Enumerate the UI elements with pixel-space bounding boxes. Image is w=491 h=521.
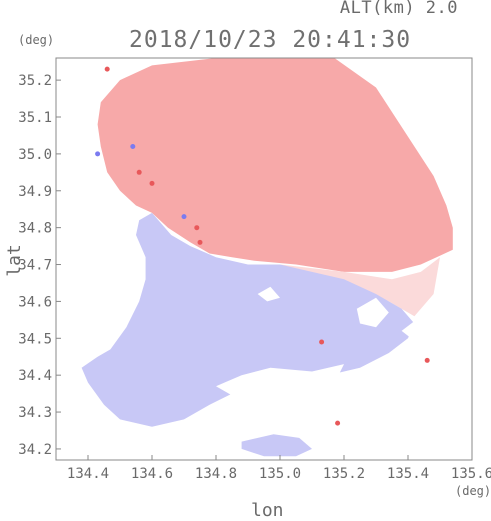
altitude-label: ALT(km) 2.0	[339, 0, 458, 18]
x-axis-unit: (deg)	[455, 484, 491, 498]
velocity-spot-0	[104, 66, 110, 72]
y-tick-label-5: 34.7	[18, 258, 52, 274]
plot-frame	[55, 57, 473, 461]
x-tick-label-6: 135.6	[451, 466, 491, 482]
y-tick-label-3: 34.5	[18, 331, 52, 347]
no-echo-gap-3	[401, 316, 434, 346]
no-echo-gap-0	[216, 364, 344, 401]
y-tick-label-0: 34.2	[18, 442, 52, 458]
velocity-spot-2	[136, 169, 142, 175]
y-tick-label-7: 34.9	[18, 184, 52, 200]
x-tick-label-1: 134.6	[131, 466, 173, 482]
velocity-spot-3	[149, 180, 155, 186]
velocity-spot-7	[319, 339, 325, 345]
x-tick-label-2: 134.8	[195, 466, 237, 482]
echo-region-negative-3	[241, 434, 312, 457]
y-axis-unit: (deg)	[18, 33, 55, 47]
velocity-spot-6	[197, 239, 203, 245]
velocity-spot-1	[130, 144, 136, 149]
velocity-spot-4	[181, 214, 187, 220]
y-tick-label-9: 35.1	[18, 110, 52, 126]
velocity-spot-9	[335, 420, 341, 426]
y-axis-ticks: 34.2 34.3 34.4 34.5 34.6 34.7 34.8 34.9 35.0 35.1…	[18, 73, 61, 458]
x-axis-ticks: 134.4 134.6 134.8 135.0 135.2 135.4 135.6	[67, 455, 491, 482]
y-tick-label-6: 34.8	[18, 221, 52, 237]
y-tick-label-4: 34.6	[18, 294, 52, 310]
no-echo-gap-2	[257, 286, 280, 302]
x-tick-label-5: 135.4	[387, 466, 429, 482]
y-tick-label-1: 34.3	[18, 405, 52, 421]
echo-region-positive-0	[97, 58, 453, 272]
y-tick-label-2: 34.4	[18, 368, 52, 384]
y-tick-label-10: 35.2	[18, 73, 52, 89]
y-tick-label-8: 35.0	[18, 147, 52, 163]
plot-area	[81, 58, 453, 457]
x-tick-label-4: 135.2	[323, 466, 365, 482]
no-echo-gap-1	[356, 297, 389, 328]
velocity-spot-10	[95, 151, 101, 157]
velocity-spot-5	[194, 225, 200, 231]
x-tick-label-3: 135.0	[259, 466, 301, 482]
x-tick-label-0: 134.4	[67, 466, 109, 482]
chart-title: 2018/10/23 20:41:30	[129, 27, 412, 53]
velocity-spot-8	[424, 357, 430, 363]
x-axis-label: lon	[251, 500, 284, 521]
